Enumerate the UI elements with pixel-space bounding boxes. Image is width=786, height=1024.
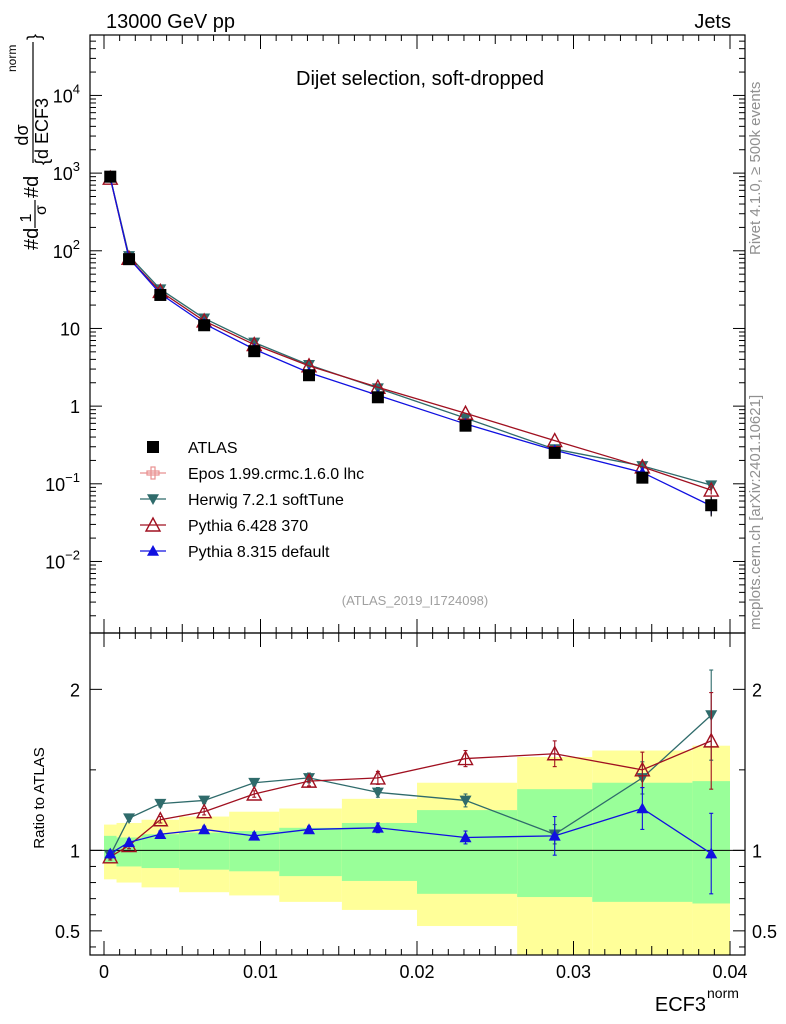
ratio-point-pythia6-9 (634, 761, 651, 777)
ratio-point-pythia6-3 (195, 803, 213, 819)
ratio-point-herwig-3 (198, 795, 211, 807)
svg-text:σ: σ (33, 205, 50, 215)
ratio-point-pythia6-10 (703, 732, 720, 748)
ratio-band-inner-3 (179, 832, 230, 870)
ratio-y-tick-label-0: 0.5 (55, 922, 80, 942)
legend-marker-epos (146, 466, 160, 480)
legend-marker-pythia6 (144, 516, 162, 532)
ratio-point-pythia8-7 (459, 831, 472, 843)
ratio-point-herwig-1 (123, 813, 136, 825)
ratio-point-pythia8-5 (303, 823, 316, 835)
main-y-tick-label-0: 10−2 (45, 547, 80, 572)
ratio-point-pythia8-10 (705, 847, 718, 859)
svg-text:#d: #d (21, 228, 43, 250)
ratio-point-pythia6-6 (369, 769, 387, 785)
ratio-point-pythia8-6 (371, 821, 384, 833)
ratio-point-pythia8-8 (548, 829, 561, 841)
main-title: Dijet selection, soft-dropped (296, 68, 544, 90)
ratio-point-herwig-4 (248, 777, 261, 789)
main-point-atlas-7 (459, 419, 472, 432)
main-point-atlas-4 (248, 345, 261, 358)
ratio-point-pythia8-2 (154, 828, 167, 840)
svg-text:1: 1 (18, 213, 35, 222)
legend-marker-atlas (147, 441, 159, 453)
main-point-atlas-2 (154, 288, 167, 301)
main-point-herwig-4 (248, 337, 261, 349)
main-y-tick-label-4: 102 (53, 237, 80, 262)
main-point-herwig-10 (705, 480, 718, 492)
svg-text:#d: #d (21, 176, 43, 198)
main-y-tick-label-3: 10 (60, 319, 80, 339)
legend-label-pythia8: Pythia 8.315 default (188, 544, 330, 561)
main-point-atlas-10 (705, 499, 718, 512)
ratio-point-pythia6-4 (246, 785, 263, 801)
x-tick-label-4: 0.04 (712, 962, 747, 982)
legend-label-herwig: Herwig 7.2.1 softTune (188, 492, 344, 509)
main-y-tick-label-5: 103 (53, 159, 80, 184)
header-left: 13000 GeV pp (106, 11, 235, 33)
main-y-axis-title: #d 1 σ #d dσ {d ECF3 norm } (5, 34, 52, 250)
x-tick-label-1: 0.01 (243, 962, 278, 982)
ratio-y-tick-label-1: 1 (70, 841, 80, 861)
ratio-y-tick-label-right-1: 1 (752, 841, 762, 861)
ratio-point-pythia8-4 (248, 829, 261, 841)
svg-text:{d ECF3: {d ECF3 (32, 98, 52, 165)
main-line-pythia6 (109, 178, 712, 491)
main-y-tick-label-1: 10−1 (45, 470, 80, 495)
legend-label-epos: Epos 1.99.crmc.1.6.0 lhc (188, 466, 364, 483)
ratio-point-pythia8-3 (198, 823, 211, 835)
main-point-atlas-0 (104, 170, 117, 183)
ratio-point-pythia6-5 (300, 772, 318, 788)
main-y-tick-label-6: 104 (53, 81, 80, 106)
ratio-point-herwig-7 (459, 795, 472, 807)
ratio-y-axis-title: Ratio to ATLAS (31, 747, 48, 848)
main-y-tick-label-2: 1 (70, 397, 80, 417)
main-point-atlas-9 (636, 471, 649, 484)
side-label-bottom: mcplots.cern.ch [arXiv:2401.10621] (747, 395, 764, 630)
x-axis-title-superscript: norm (707, 985, 739, 1001)
ratio-point-pythia8-0 (104, 847, 117, 859)
main-point-atlas-1 (123, 253, 136, 266)
ratio-y-tick-label-right-2: 2 (752, 680, 762, 700)
ratio-point-pythia6-2 (152, 811, 169, 827)
ratio-band-inner-2 (141, 834, 180, 869)
legend-marker-pythia8 (147, 545, 159, 556)
ratio-point-pythia6-8 (546, 745, 563, 761)
main-point-atlas-3 (198, 319, 211, 332)
legend-marker-herwig (147, 494, 159, 505)
ratio-band-inner-5 (279, 827, 342, 877)
main-point-pythia6-10 (703, 481, 720, 497)
main-point-atlas-8 (548, 446, 561, 459)
x-tick-label-3: 0.03 (556, 962, 591, 982)
ratio-point-herwig-2 (154, 798, 167, 810)
main-point-atlas-6 (371, 391, 384, 404)
analysis-label: (ATLAS_2019_I1724098) (342, 593, 488, 608)
ratio-band-inner-7 (417, 810, 518, 894)
header-right: Jets (694, 11, 731, 33)
x-axis-title: ECF3 (655, 994, 706, 1016)
x-tick-label-2: 0.02 (399, 962, 434, 982)
side-label-top: Rivet 4.1.0, ≥ 500k events (747, 82, 764, 255)
svg-text:}: } (24, 34, 44, 40)
ratio-point-pythia8-9 (636, 802, 649, 814)
legend-label-atlas: ATLAS (188, 440, 238, 457)
main-point-atlas-5 (303, 369, 316, 382)
x-tick-label-0: 0 (99, 962, 109, 982)
ratio-point-herwig-6 (371, 787, 384, 799)
ratio-point-pythia6-7 (457, 750, 474, 766)
ratio-point-pythia8-1 (123, 836, 136, 848)
legend-label-pythia6: Pythia 6.428 370 (188, 518, 308, 535)
ratio-y-tick-label-2: 2 (70, 680, 80, 700)
legend: ATLAS Epos 1.99.crmc.1.6.0 lhc Herwig 7.2.… (140, 440, 364, 561)
svg-text:norm: norm (5, 45, 19, 72)
ratio-y-tick-label-right-0: 0.5 (752, 922, 777, 942)
svg-text:dσ: dσ (12, 124, 32, 145)
